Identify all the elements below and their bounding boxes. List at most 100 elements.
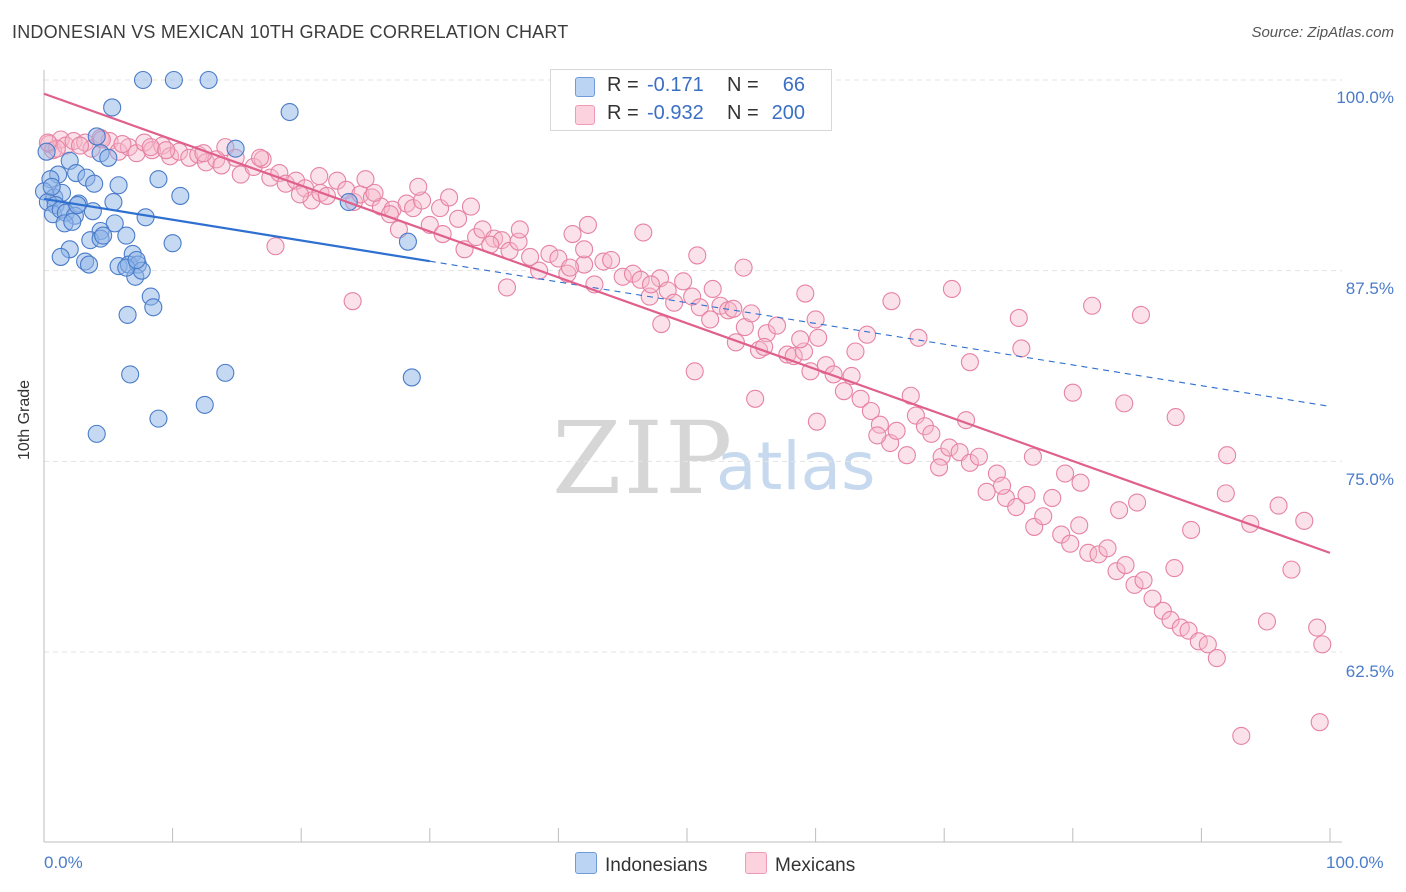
indonesians-point [171,186,190,205]
y-tick-label: 75.0% [1345,470,1394,489]
mexicans-point [1083,296,1102,315]
indonesians-point [117,226,136,245]
mexicans-point [1089,545,1108,564]
mexicans-point [1098,539,1117,558]
mexicans-point [993,476,1012,495]
mexicans-point [634,223,653,242]
mexicans-point [757,324,776,343]
mexicans-point [1218,446,1237,465]
mexicans-point [960,453,979,472]
mexicans-point [1115,394,1134,413]
mexicans-point [1198,635,1217,654]
r-label: R = [607,102,639,124]
mexicans-point [909,328,928,347]
mexicans-point [1165,559,1184,578]
legend-item-mexicans[interactable]: Mexicans [745,852,855,877]
indonesians-point [133,70,153,90]
indonesians-point [104,192,123,212]
mexicans-point [1012,339,1031,358]
mexicans-point [703,279,722,299]
mexicans-point [942,279,961,299]
mexicans-point [977,482,996,501]
mexicans-point [1007,498,1026,517]
mexicans-point [861,401,880,421]
mexicans-point [1153,601,1172,620]
mexicans-point [1128,493,1147,512]
mexicans-point [449,209,468,228]
mexicans-point [674,272,693,291]
mexicans-point [467,228,486,247]
mexicans-point [809,328,828,347]
indonesians-point [199,70,218,90]
indonesians-point [51,247,70,266]
indonesians-point [109,176,128,195]
legend-label: Indonesians [605,855,708,876]
indonesians-point [121,365,140,384]
mexicans-point [1282,560,1301,579]
mexicans-point [310,167,329,186]
indonesians-trend-dashed [429,260,1331,407]
mexicans-point [870,415,889,434]
mexicans-point [685,362,704,381]
mexicans-point [1056,464,1075,483]
mexicans-point [969,447,988,466]
mexicans-point [734,258,753,277]
mexicans-point [1116,556,1135,575]
mexicans-point [1034,507,1053,526]
indonesians-point [99,148,118,167]
mexicans-point [1131,305,1151,324]
legend-item-indonesians[interactable]: Indonesians [575,852,707,877]
legend-label: Mexicans [775,855,856,876]
y-axis-label: 10th Grade [16,379,33,460]
mexicans-point [1308,618,1327,637]
y-tick-label: 100.0% [1336,88,1394,107]
mexicans-point [575,240,594,259]
n-label: N = [727,102,759,124]
indonesians-point [216,363,235,382]
mexicans-point [510,220,529,239]
x-tick-label: 0.0% [44,853,83,872]
indonesians-point [63,212,82,231]
y-tick-label: 62.5% [1345,662,1394,681]
mexicans-point [113,135,132,154]
indonesians-point [79,255,99,274]
mexicans-point [356,170,375,189]
mexicans-point [824,365,843,384]
mexicans-point [846,342,865,361]
mexicans-point [834,382,853,401]
mexicans-point [141,138,160,157]
indonesians-point [94,226,113,245]
mexicans-point [540,244,559,263]
chart-title: INDONESIAN VS MEXICAN 10TH GRADE CORRELA… [12,22,569,42]
mexicans-point [575,255,594,274]
mexicans-point [560,258,580,277]
mexicans-point [497,278,517,297]
mexicans-point [641,275,661,294]
mexicans-point [690,298,709,317]
watermark-atlas: atlas [716,428,876,505]
legend-row-mexicans: R = -0.932 N = 200 [551,100,831,128]
axes [43,70,1342,843]
mexicans-point [652,315,671,334]
mexicans-point [851,389,870,408]
indonesians-point [280,102,299,122]
indonesians-point [149,409,168,428]
mexicans-point [613,267,632,286]
mexicans-point [701,310,720,329]
mexicans-point [1182,520,1201,540]
mexicans-point [1023,447,1042,466]
indonesians-point [195,395,214,414]
indonesians-point [87,127,106,146]
indonesians-point [37,142,56,161]
mexicans-point [64,131,83,151]
indonesians-trend-solid [43,197,430,263]
mexicans-point [1009,308,1028,328]
mexicans-point [922,424,941,443]
mexicans-swatch [575,105,595,125]
mexicans-point [930,458,949,477]
indonesians-swatch [575,852,597,874]
mexicans-point [135,133,154,152]
mexicans-point [461,197,481,216]
indonesians-point [164,70,183,90]
mexicans-point [806,310,825,329]
